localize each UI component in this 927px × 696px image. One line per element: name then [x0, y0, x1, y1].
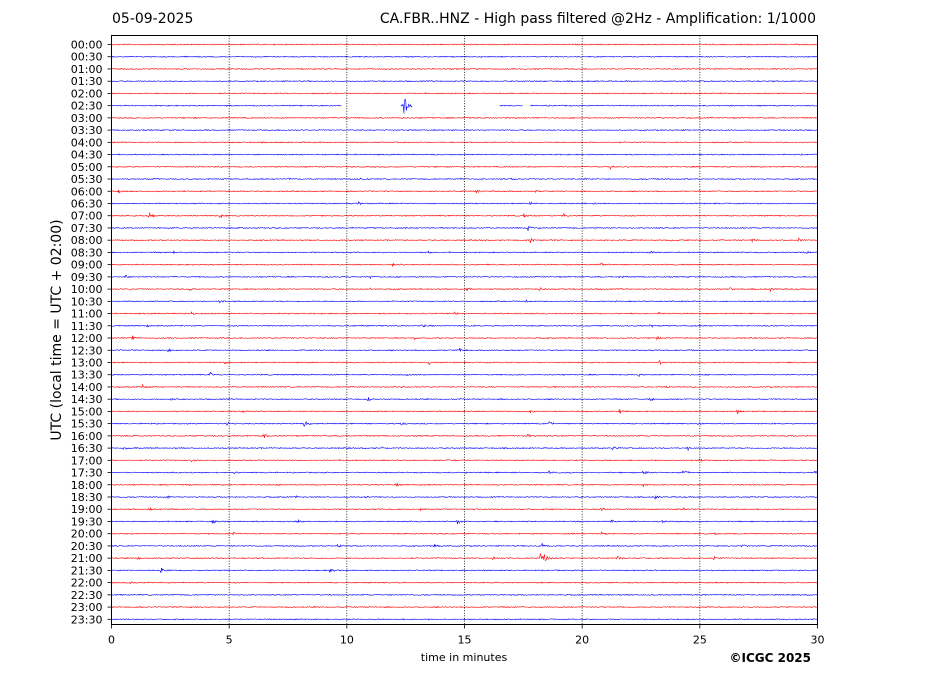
- trace-2100: [111, 553, 818, 561]
- x-axis-label: time in minutes: [420, 651, 508, 664]
- y-tick-label: 19:00: [71, 503, 103, 516]
- y-tick-label: 04:00: [71, 136, 103, 149]
- y-tick-label: 23:30: [71, 613, 103, 626]
- y-tick-label: 21:00: [71, 552, 103, 565]
- trace-0800: [111, 237, 818, 243]
- y-tick-label: 01:30: [71, 75, 103, 88]
- y-tick-label: 07:30: [71, 222, 103, 235]
- gridlines: [228, 35, 701, 625]
- y-tick-label: 03:30: [71, 124, 103, 137]
- y-axis: 00:0000:3001:0001:3002:0002:3003:0003:30…: [71, 39, 112, 626]
- y-tick-label: 13:30: [71, 369, 103, 382]
- y-tick-label: 17:30: [71, 467, 103, 480]
- y-tick-label: 12:00: [71, 332, 103, 345]
- x-tick-label: 30: [811, 634, 825, 647]
- trace-0230: [111, 98, 818, 114]
- y-tick-label: 13:00: [71, 356, 103, 369]
- x-tick-label: 0: [108, 634, 115, 647]
- y-tick-label: 20:00: [71, 528, 103, 541]
- y-tick-label: 23:00: [71, 601, 103, 614]
- trace-1130: [111, 324, 818, 328]
- y-tick-label: 14:30: [71, 393, 103, 406]
- y-tick-label: 10:30: [71, 295, 103, 308]
- y-tick-label: 06:30: [71, 197, 103, 210]
- y-tick-label: 08:30: [71, 246, 103, 259]
- y-tick-label: 22:00: [71, 577, 103, 590]
- y-tick-label: 20:30: [71, 540, 103, 553]
- y-tick-label: 19:30: [71, 515, 103, 528]
- trace-2000: [111, 531, 818, 536]
- y-tick-label: 12:30: [71, 344, 103, 357]
- trace-0600: [111, 189, 818, 194]
- y-tick-label: 18:00: [71, 479, 103, 492]
- trace-1000: [111, 287, 818, 293]
- y-tick-label: 11:30: [71, 320, 103, 333]
- y-tick-label: 18:30: [71, 491, 103, 504]
- y-tick-label: 15:30: [71, 418, 103, 431]
- y-tick-label: 16:30: [71, 442, 103, 455]
- trace-0500: [111, 165, 818, 170]
- trace-1530: [111, 421, 818, 427]
- trace-0130: [111, 80, 818, 83]
- y-tick-label: 00:00: [71, 39, 103, 52]
- x-tick-label: 15: [458, 634, 472, 647]
- trace-1330: [111, 371, 818, 377]
- x-tick-label: 20: [575, 634, 589, 647]
- trace-1230: [111, 347, 818, 353]
- y-tick-label: 05:00: [71, 161, 103, 174]
- x-tick-label: 25: [693, 634, 707, 647]
- trace-2330: [111, 618, 818, 621]
- plot-date: 05-09-2025: [112, 11, 194, 27]
- y-tick-label: 09:30: [71, 271, 103, 284]
- y-tick-label: 01:00: [71, 63, 103, 76]
- trace-0430: [111, 153, 818, 156]
- y-tick-label: 05:30: [71, 173, 103, 186]
- y-tick-label: 04:30: [71, 149, 103, 162]
- y-tick-label: 14:00: [71, 381, 103, 394]
- y-tick-label: 21:30: [71, 564, 103, 577]
- trace-1800: [111, 482, 818, 488]
- y-tick-label: 11:00: [71, 308, 103, 321]
- y-tick-label: 03:00: [71, 112, 103, 125]
- plot-title: CA.FBR..HNZ - High pass filtered @2Hz - …: [379, 11, 816, 27]
- y-tick-label: 06:00: [71, 185, 103, 198]
- y-tick-label: 00:30: [71, 51, 103, 64]
- trace-group: [111, 43, 818, 621]
- y-tick-label: 07:00: [71, 210, 103, 223]
- y-tick-label: 10:00: [71, 283, 103, 296]
- trace-1830: [111, 494, 818, 500]
- trace-0630: [111, 200, 818, 206]
- y-tick-label: 09:00: [71, 259, 103, 272]
- y-tick-label: 16:00: [71, 430, 103, 443]
- y-tick-label: 22:30: [71, 589, 103, 602]
- y-tick-label: 15:00: [71, 405, 103, 418]
- x-tick-label: 10: [340, 634, 354, 647]
- copyright-label: ©ICGC 2025: [729, 651, 811, 665]
- y-tick-label: 02:30: [71, 100, 103, 113]
- trace-2300: [111, 605, 818, 609]
- y-tick-label: 17:00: [71, 454, 103, 467]
- trace-1300: [111, 359, 818, 366]
- y-tick-label: 08:00: [71, 234, 103, 247]
- x-axis: 0 5 10 15 20 25 30: [108, 624, 825, 647]
- trace-1630: [111, 446, 818, 452]
- trace-0300: [111, 116, 818, 119]
- trace-2130: [111, 567, 818, 573]
- x-tick-label: 5: [226, 634, 233, 647]
- y-tick-label: 02:00: [71, 87, 103, 100]
